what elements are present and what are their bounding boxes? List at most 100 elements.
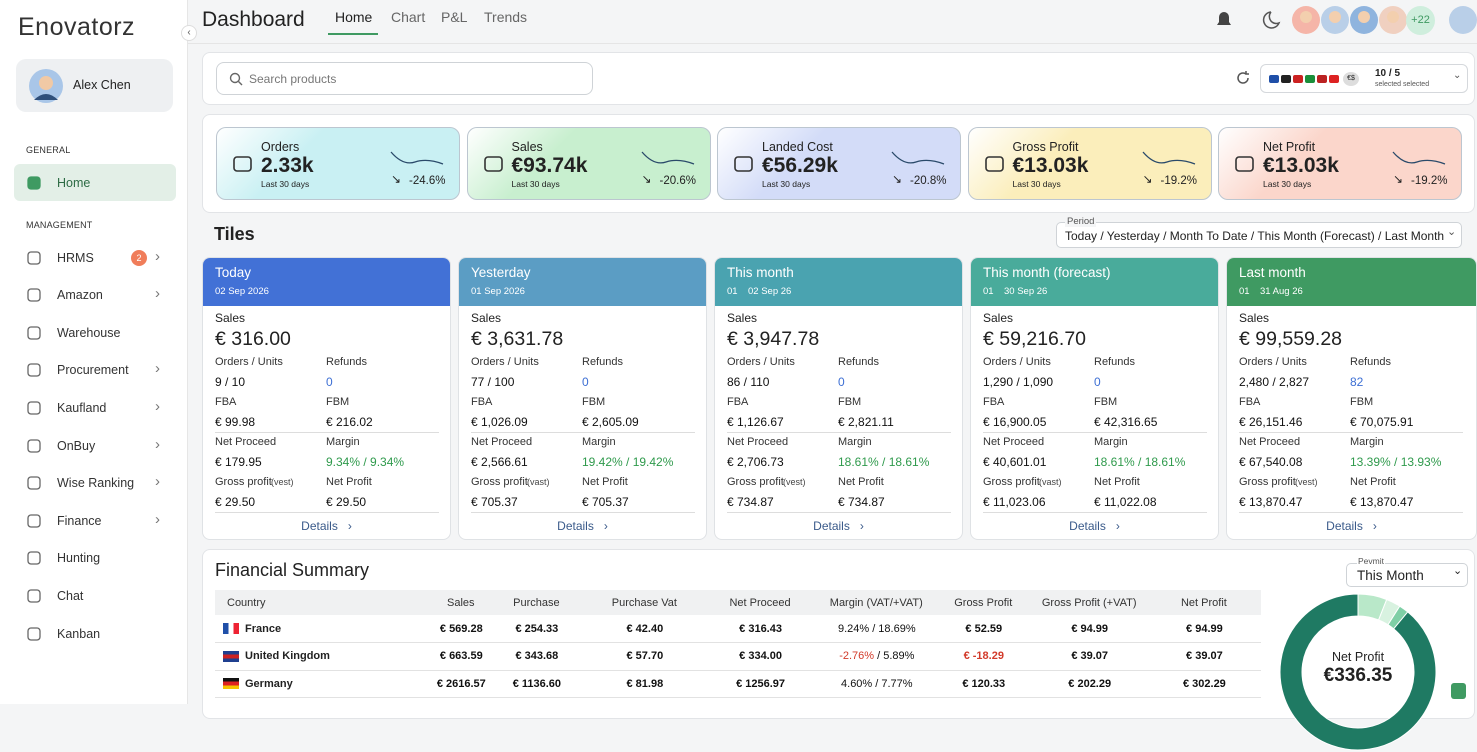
field-value: € 11,023.06 — [983, 495, 1046, 509]
field-value: € 179.95 — [215, 455, 262, 469]
field-label: FBM — [582, 396, 606, 408]
tile-title: This month — [727, 265, 794, 280]
table-cell: 9.24% / 18.69% — [818, 615, 936, 643]
flag — [1269, 75, 1279, 83]
field-value: € 216.02 — [326, 415, 373, 429]
field-value: 18.61% / 18.61% — [838, 455, 930, 469]
kpi-value: 2.33k — [261, 154, 314, 177]
field-value: € 13,870.47 — [1239, 495, 1303, 509]
nav-tab[interactable]: Chart — [391, 9, 426, 25]
nav-tab[interactable]: Trends — [484, 9, 528, 25]
team-avatar — [1379, 6, 1407, 34]
field-label: Net Proceed — [1239, 436, 1301, 448]
field-label: Net Profit — [326, 476, 372, 488]
nav-item[interactable]: Warehouse — [14, 314, 176, 351]
field-label: Refunds — [326, 356, 367, 368]
table-cell: € -18.29 — [936, 643, 1032, 671]
table-cell: € 39.07 — [1032, 643, 1148, 671]
country-name: France — [245, 622, 282, 635]
details-text: Details — [1326, 519, 1363, 533]
donut-value: €336.35 — [1323, 665, 1393, 686]
nav-item[interactable]: Finance › — [14, 502, 176, 539]
cell-value: € 302.29 — [1182, 677, 1226, 690]
kpi-card[interactable]: Gross Profit €13.03k Last 30 days ↘ -19.2% — [967, 127, 1212, 200]
user-avatar — [29, 69, 63, 103]
nav-item[interactable]: OnBuy › — [14, 427, 176, 464]
caret: ⌄ — [1447, 226, 1457, 238]
field-value: € 2,605.09 — [582, 415, 639, 429]
currency: €$ — [1343, 72, 1359, 86]
nav-item[interactable]: Wise Ranking › — [14, 464, 176, 501]
chevron: › — [155, 473, 160, 491]
refresh-icon — [1237, 71, 1249, 84]
summary-period-select[interactable]: Pevmit This Month ⌄ — [1346, 556, 1468, 587]
logo: Enovatorz — [18, 13, 136, 41]
chevron: › — [347, 519, 352, 533]
nav-tab[interactable]: P&L — [441, 9, 468, 25]
user-card[interactable]: Alex Chen — [16, 59, 173, 112]
cell-value: € 42.40 — [626, 622, 664, 635]
nav-item[interactable]: Procurement › — [14, 351, 176, 388]
kpi-card[interactable]: Orders 2.33k Last 30 days ↘ -24.6% — [216, 127, 460, 200]
help-widget[interactable] — [1451, 683, 1466, 699]
avatar-head — [1387, 11, 1399, 23]
sparkline-path — [641, 151, 694, 165]
kpi-card[interactable]: Sales €93.74k Last 30 days ↘ -20.6% — [466, 127, 711, 200]
kpi-card[interactable]: Landed Cost €56.29k Last 30 days ↘ -20.8% — [717, 127, 961, 200]
tile-card: Yesterday 01 Sep 2026 Sales € 3,631.78 Order… — [458, 257, 707, 540]
nav-item[interactable]: Hunting — [14, 539, 176, 576]
margin-part: 4.60% / 7.77% — [841, 677, 913, 690]
nav-item[interactable]: Kanban — [14, 615, 176, 652]
nav-item[interactable]: HRMS 2 › — [14, 239, 176, 276]
bell-icon — [1217, 12, 1231, 27]
refresh-arc — [1237, 71, 1249, 84]
section-title: GENERAL — [26, 145, 71, 155]
tile-date: 02 Sep 26 — [748, 286, 792, 297]
table-cell: € 302.29 — [1148, 670, 1261, 698]
nav-item[interactable]: Kaufland › — [14, 389, 176, 426]
field-value: € 29.50 — [215, 495, 256, 509]
details-link[interactable]: Details › — [971, 519, 1218, 533]
marketplace-select[interactable]: €$ 10 / 5 selected selected ⌄ — [1260, 64, 1468, 93]
details-link[interactable]: Details › — [459, 519, 706, 533]
details-link[interactable]: Details › — [715, 519, 962, 533]
tile-title: Today — [215, 265, 252, 280]
table-cell: € 569.28 — [435, 615, 487, 643]
nav-item[interactable]: Home — [14, 164, 176, 201]
tile-title: Yesterday — [471, 265, 531, 280]
kpi-card[interactable]: Net Profit €13.03k Last 30 days ↘ -19.2% — [1218, 127, 1462, 200]
field-label: FBM — [838, 396, 862, 408]
period-select[interactable]: Period Today / Yesterday / Month To Date … — [1056, 216, 1462, 248]
icon-shape — [27, 363, 41, 378]
icon-shape — [1235, 156, 1254, 172]
more-users[interactable]: +22 — [1406, 6, 1435, 35]
field-value: 9.34% / 9.34% — [326, 455, 405, 469]
sparkline-path — [891, 151, 945, 165]
kpi-period: Last 30 days — [511, 179, 560, 189]
search-box[interactable]: Search products — [216, 62, 593, 95]
tile-card: Today 02 Sep 2026 Sales € 316.00 Orders / Un… — [202, 257, 451, 540]
summary-panel: Financial Summary Pevmit This Month ⌄ Countr… — [202, 549, 1475, 751]
nav-item[interactable]: Chat — [14, 577, 176, 614]
field-value: € 42,316.65 — [1094, 415, 1158, 429]
cell-value: € 120.33 — [962, 677, 1006, 690]
tile-header: Yesterday 01 Sep 2026 — [459, 258, 706, 306]
country-flag — [223, 650, 239, 662]
cell-value: € 57.70 — [626, 650, 664, 663]
table-cell: € 81.98 — [586, 670, 703, 698]
tile-title: Last month — [1239, 265, 1306, 280]
field-value: 0 — [838, 375, 845, 389]
field-value: € 67,540.08 — [1239, 455, 1303, 469]
icon-shape — [27, 514, 41, 528]
nav-icon — [27, 326, 41, 340]
collapse-button[interactable]: ‹ — [181, 25, 197, 41]
field-value: 0 — [582, 375, 589, 389]
details-link[interactable]: Details › — [203, 519, 450, 533]
nav-icon — [27, 176, 41, 190]
sales-value: € 99,559.28 — [1239, 328, 1343, 350]
field-label: Orders / Units — [983, 356, 1051, 368]
details-link[interactable]: Details › — [1227, 519, 1476, 533]
field-value: 2,480 / 2,827 — [1239, 375, 1310, 389]
nav-tab[interactable]: Home — [335, 9, 373, 25]
nav-item[interactable]: Amazon › — [14, 276, 176, 313]
